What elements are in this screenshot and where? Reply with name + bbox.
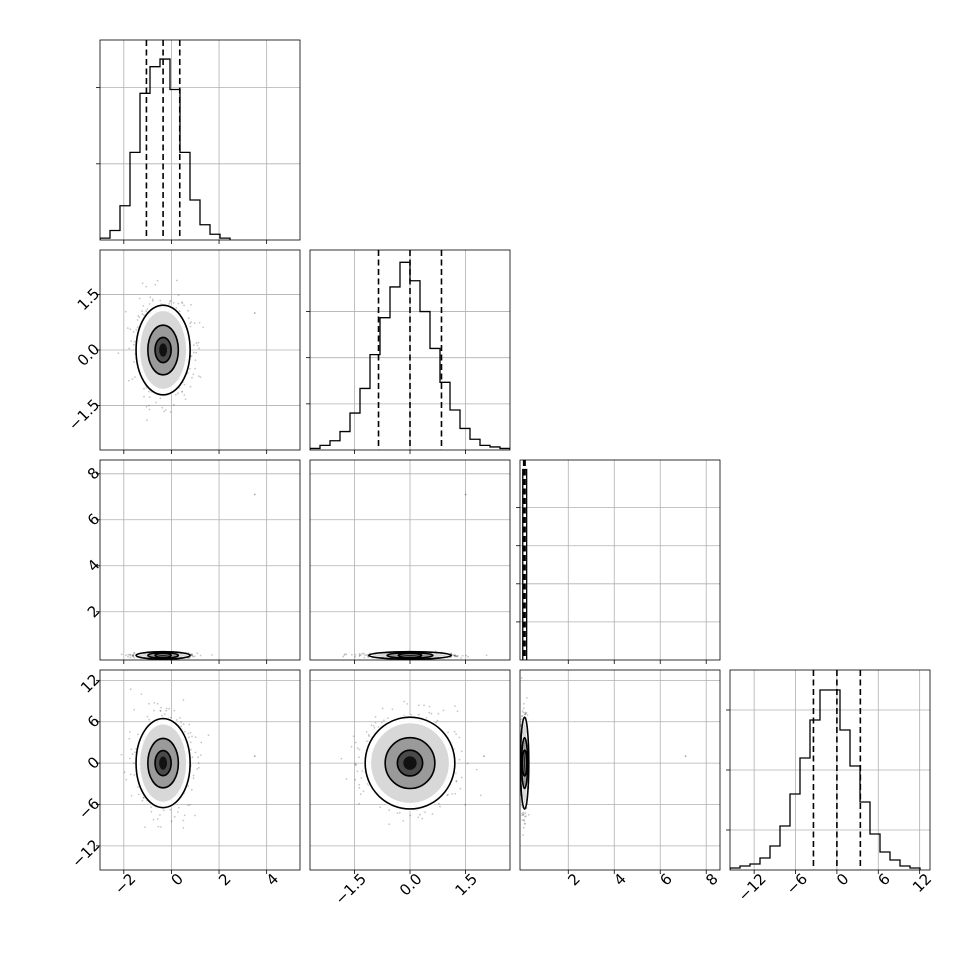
density-fill — [363, 715, 457, 811]
contours — [367, 650, 453, 660]
panel-frame — [729, 669, 931, 871]
marginal-panel-3 — [726, 669, 931, 874]
contour-level-0 — [154, 749, 172, 777]
panel-frame — [99, 459, 301, 661]
contour-level-0 — [396, 749, 424, 777]
outlier-point — [684, 755, 687, 758]
marginal-panel-0 — [96, 39, 301, 244]
marginal-panel-2 — [516, 459, 721, 664]
outlier-point — [253, 755, 256, 758]
contour-level-2 — [135, 304, 191, 396]
x-tick-label: 1.5 — [452, 870, 482, 900]
x-tick-label: 0 — [833, 870, 852, 889]
outlier-point — [483, 755, 485, 758]
x-tick-label: 2 — [564, 870, 583, 889]
y-tick-label: −6 — [75, 795, 103, 823]
contour-level-2 — [135, 650, 191, 660]
density-fill — [135, 303, 191, 397]
histogram-step-0 — [100, 58, 231, 240]
contour-level-1 — [384, 736, 436, 790]
contour-level-1 — [386, 651, 434, 659]
contour-level-1 — [147, 324, 180, 376]
contour-level-2 — [135, 717, 191, 809]
joint-panel-1-3 — [309, 669, 511, 874]
outlier-point — [464, 493, 467, 496]
x-tick-label: 8 — [702, 870, 721, 889]
outlier-point — [253, 312, 256, 314]
x-tick-label: 4 — [263, 870, 282, 889]
histogram-step-3 — [730, 689, 921, 870]
contour-level-1 — [520, 736, 529, 790]
panel-frame — [519, 459, 721, 661]
contour-level-1 — [147, 737, 180, 789]
panel-frame — [519, 669, 721, 871]
contours — [135, 304, 191, 396]
x-tick-label: 0 — [168, 870, 187, 889]
y-tick-label: 1.5 — [74, 285, 104, 315]
contour-level-2 — [364, 716, 456, 810]
y-tick-label: −12 — [68, 836, 103, 871]
contours — [520, 716, 530, 810]
x-tick-label: 0.0 — [396, 870, 426, 900]
x-tick-label: −2 — [111, 870, 139, 898]
x-tick-label: 12 — [909, 870, 935, 896]
x-tick-label: −6 — [783, 870, 811, 898]
joint-panel-1-2 — [309, 459, 511, 664]
contour-level-2 — [520, 716, 530, 810]
contour-level-0 — [154, 336, 172, 364]
contour-level-2 — [367, 650, 453, 660]
joint-panel-0-1 — [96, 249, 301, 454]
y-tick-label: 12 — [77, 670, 103, 696]
panel-frame — [99, 669, 301, 871]
contours — [135, 650, 191, 660]
joint-panel-2-3 — [519, 669, 721, 874]
x-tick-label: 6 — [656, 870, 675, 889]
x-tick-label: 4 — [610, 870, 629, 889]
joint-panel-0-2 — [96, 459, 301, 664]
x-tick-label: −12 — [735, 870, 770, 905]
y-tick-label: −1.5 — [65, 396, 103, 434]
density-fill — [135, 716, 191, 810]
x-tick-label: 6 — [874, 870, 893, 889]
joint-panel-0-3 — [96, 669, 301, 874]
contours — [364, 716, 456, 810]
x-tick-label: −1.5 — [332, 870, 370, 908]
outlier-point — [253, 493, 256, 496]
x-tick-label: 2 — [215, 870, 234, 889]
y-tick-label: 0.0 — [74, 340, 104, 370]
marginal-panel-1 — [306, 249, 511, 454]
panel-frame — [99, 39, 301, 241]
contour-level-1 — [147, 651, 180, 659]
contours — [135, 717, 191, 809]
